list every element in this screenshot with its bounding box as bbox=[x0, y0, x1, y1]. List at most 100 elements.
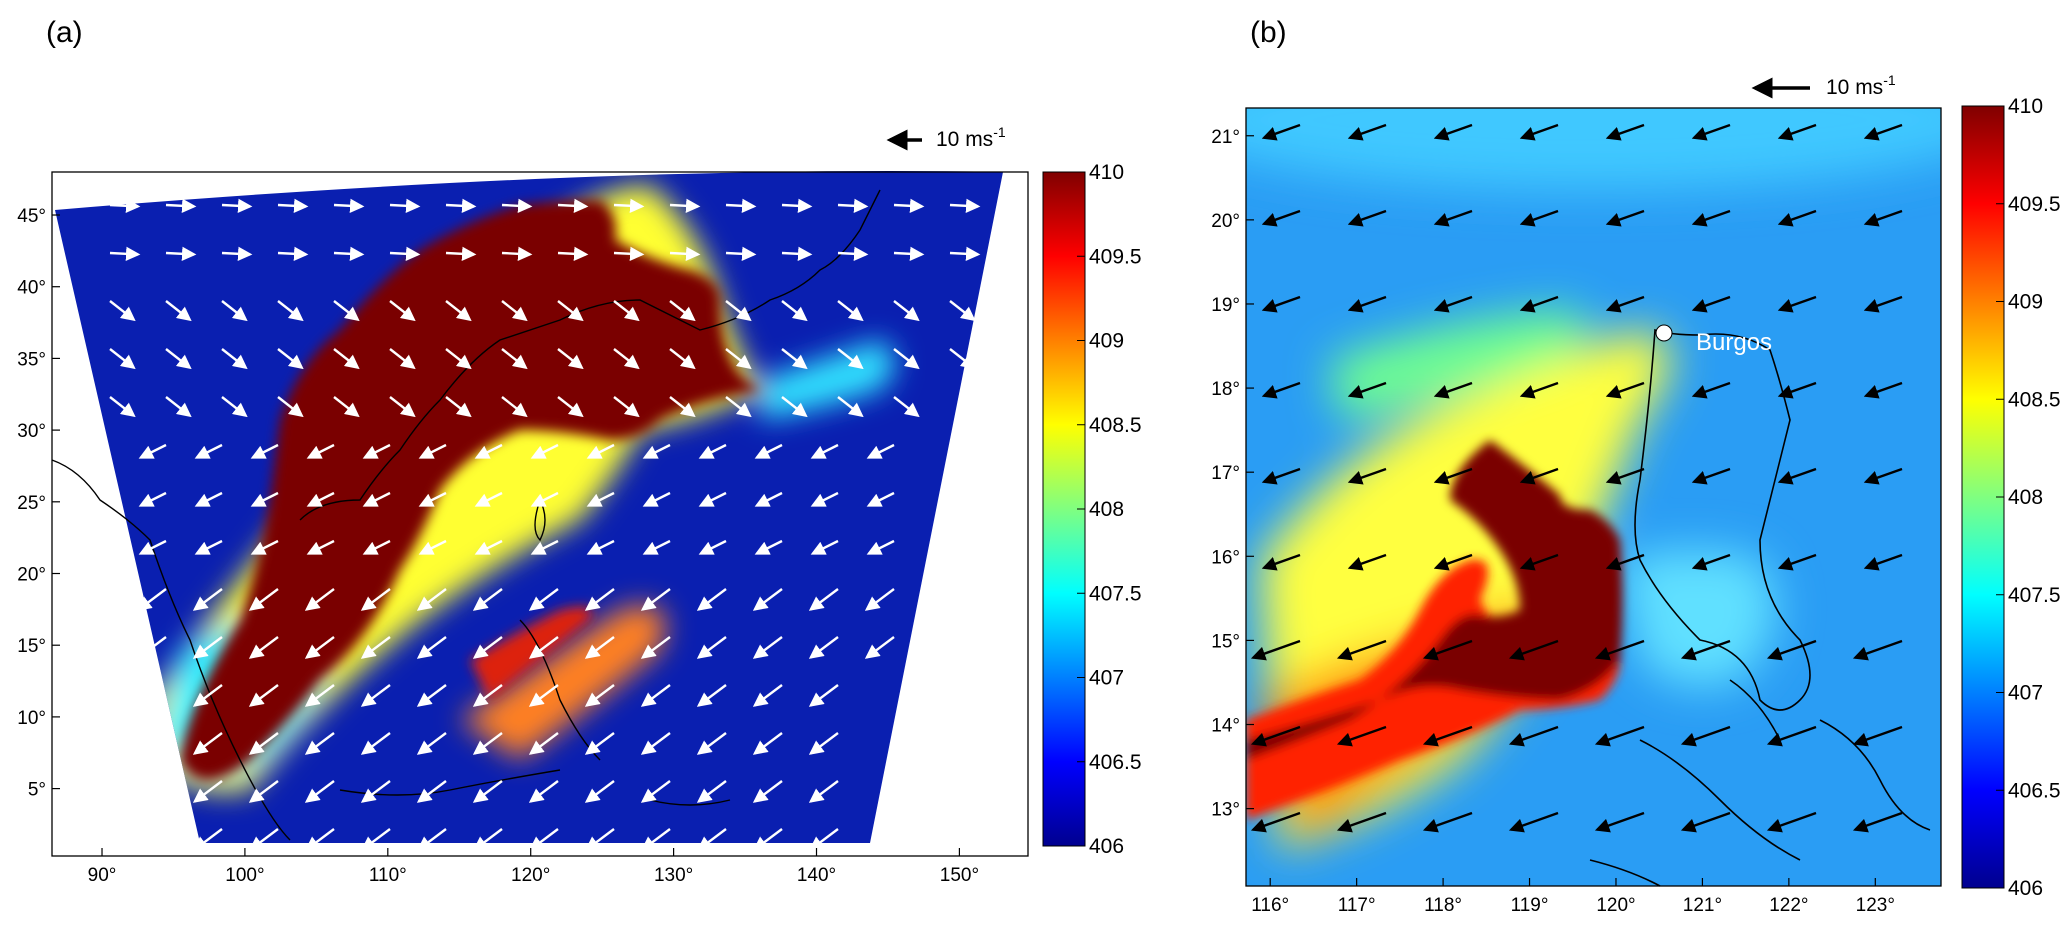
colorbar-tick-label: 410 bbox=[2008, 95, 2043, 118]
colorbar-tick-label: 409.5 bbox=[1089, 245, 1142, 268]
lat-tick-label: 15° bbox=[1211, 631, 1240, 652]
wind-arrow bbox=[1422, 811, 1473, 833]
panel-a-reference-label: 10 ms bbox=[936, 128, 993, 151]
wind-arrow bbox=[893, 300, 920, 322]
panel-b-concentration-field bbox=[1246, 108, 1941, 886]
wind-arrow bbox=[949, 246, 981, 261]
wind-arrow bbox=[808, 828, 839, 851]
wind-arrow bbox=[1863, 467, 1903, 485]
lat-tick-label: 13° bbox=[1211, 800, 1240, 821]
wind-arrow bbox=[642, 539, 671, 555]
panel-b-coastlines bbox=[1589, 328, 1931, 887]
wind-arrow bbox=[333, 246, 365, 261]
wind-arrow bbox=[584, 828, 615, 851]
lon-tick-label: 150° bbox=[940, 865, 979, 886]
panel-a-concentration-field bbox=[55, 171, 1003, 844]
panel-a-axes: 90° 100° 110° 120° 130° 140° 150° 5° 10° 15° 20° 25… bbox=[17, 206, 979, 886]
panel-b: (b) Burgos bbox=[1211, 16, 2060, 916]
wind-arrow bbox=[1336, 725, 1387, 747]
wind-arrow bbox=[362, 443, 391, 459]
colorbar-tick-label: 407.5 bbox=[1089, 582, 1142, 605]
wind-arrow bbox=[613, 348, 640, 370]
wind-arrow bbox=[1680, 811, 1731, 833]
wind-arrow bbox=[138, 539, 167, 555]
wind-arrow bbox=[1519, 209, 1559, 227]
lat-tick-label: 17° bbox=[1211, 463, 1240, 484]
lon-tick-label: 122° bbox=[1769, 895, 1808, 916]
wind-arrow bbox=[528, 828, 559, 851]
wind-arrow bbox=[557, 198, 589, 213]
wind-arrow bbox=[221, 348, 248, 370]
colorbar-tick-label: 406.5 bbox=[1089, 751, 1142, 774]
wind-arrow bbox=[781, 348, 808, 370]
wind-arrow bbox=[752, 780, 783, 803]
wind-arrow bbox=[416, 588, 447, 611]
wind-arrow bbox=[1347, 381, 1387, 399]
wind-arrow bbox=[501, 246, 533, 261]
wind-arrow bbox=[1680, 725, 1731, 747]
wind-arrow bbox=[306, 443, 335, 459]
wind-arrow bbox=[360, 588, 391, 611]
wind-arrow bbox=[474, 491, 503, 507]
wind-arrow bbox=[109, 246, 141, 261]
wind-arrow bbox=[584, 636, 615, 659]
wind-arrow bbox=[866, 443, 895, 459]
wind-arrow bbox=[1508, 725, 1559, 747]
panel-a-frame bbox=[51, 171, 1029, 857]
wind-arrow bbox=[1691, 209, 1731, 227]
wind-arrow bbox=[866, 491, 895, 507]
wind-arrow bbox=[165, 198, 197, 213]
wind-arrow bbox=[1777, 295, 1817, 313]
wind-arrow bbox=[277, 198, 309, 213]
wind-arrow bbox=[613, 300, 640, 322]
wind-arrow bbox=[1605, 381, 1645, 399]
wind-arrow bbox=[557, 246, 589, 261]
wind-arrow bbox=[640, 732, 671, 755]
wind-arrow bbox=[360, 732, 391, 755]
wind-arrow bbox=[808, 684, 839, 707]
wind-arrow bbox=[725, 348, 752, 370]
wind-arrow bbox=[528, 684, 559, 707]
panel-b-axes: 116° 117° 118° 119° 120° 121° 122° 123° 13° 14° 15… bbox=[1211, 127, 1895, 916]
wind-arrow bbox=[1691, 381, 1731, 399]
wind-arrow bbox=[360, 780, 391, 803]
wind-arrow bbox=[640, 780, 671, 803]
wind-arrow bbox=[837, 348, 864, 370]
wind-arrow bbox=[501, 396, 528, 418]
wind-arrow bbox=[248, 732, 279, 755]
wind-arrow bbox=[837, 300, 864, 322]
wind-arrow bbox=[1766, 725, 1817, 747]
wind-arrow bbox=[445, 198, 477, 213]
wind-arrow bbox=[586, 491, 615, 507]
wind-arrow bbox=[808, 732, 839, 755]
wind-arrow bbox=[445, 300, 472, 322]
wind-arrow bbox=[1594, 725, 1645, 747]
wind-arrow bbox=[752, 684, 783, 707]
wind-arrow bbox=[360, 684, 391, 707]
wind-arrow bbox=[837, 396, 864, 418]
wind-arrow bbox=[640, 636, 671, 659]
wind-arrow bbox=[445, 396, 472, 418]
lon-tick-label: 118° bbox=[1424, 895, 1462, 916]
wind-arrow bbox=[752, 636, 783, 659]
colorbar-tick-label: 408 bbox=[1089, 498, 1124, 521]
wind-arrow bbox=[165, 348, 192, 370]
lat-tick-label: 25° bbox=[17, 493, 46, 514]
wind-arrow bbox=[304, 828, 335, 851]
wind-arrow bbox=[752, 732, 783, 755]
wind-arrow bbox=[277, 348, 304, 370]
lon-tick-label: 110° bbox=[369, 865, 407, 886]
wind-arrow bbox=[810, 443, 839, 459]
wind-arrow bbox=[1261, 123, 1301, 141]
wind-arrow bbox=[669, 198, 701, 213]
lat-tick-label: 21° bbox=[1211, 127, 1240, 148]
wind-arrow bbox=[1777, 381, 1817, 399]
wind-arrow bbox=[474, 443, 503, 459]
lat-tick-label: 30° bbox=[17, 421, 46, 442]
wind-arrow bbox=[1508, 639, 1559, 661]
wind-arrow bbox=[192, 780, 223, 803]
wind-arrow bbox=[1433, 295, 1473, 313]
wind-arrow bbox=[696, 732, 727, 755]
wind-arrow bbox=[752, 588, 783, 611]
burgos-label: Burgos bbox=[1696, 329, 1772, 356]
